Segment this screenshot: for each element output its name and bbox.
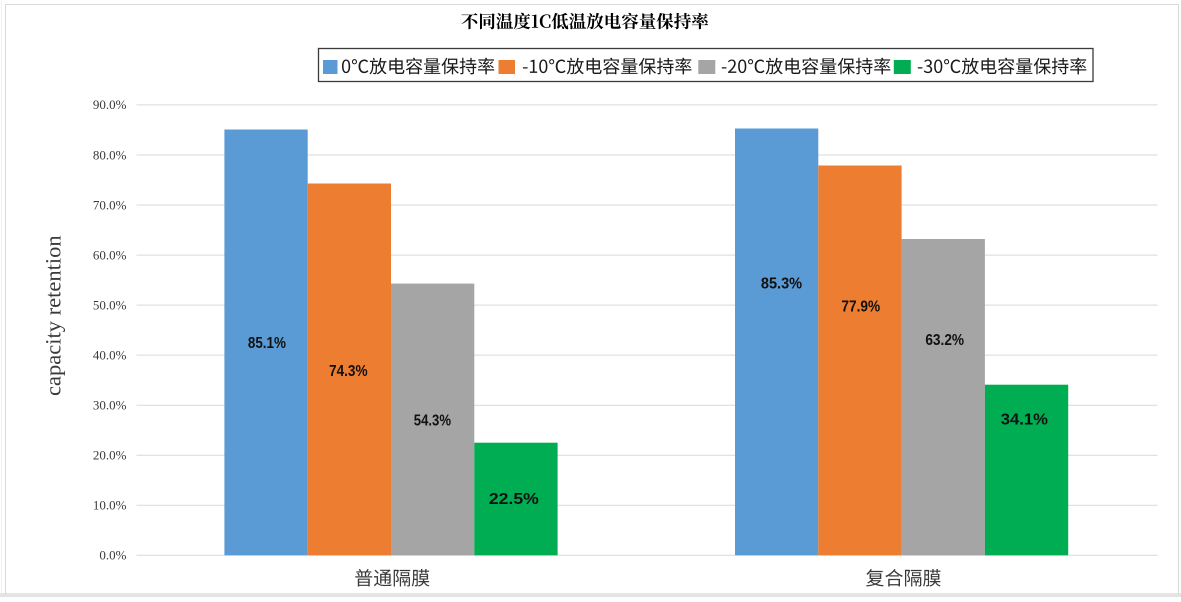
svg-text:54.3%: 54.3%: [414, 413, 451, 430]
svg-text:capacity retention: capacity retention: [41, 235, 66, 396]
svg-text:10.0%: 10.0%: [93, 498, 127, 513]
svg-text:34.1%: 34.1%: [1001, 411, 1049, 429]
svg-text:74.3%: 74.3%: [329, 363, 368, 380]
svg-text:70.0%: 70.0%: [93, 197, 127, 212]
svg-text:90.0%: 90.0%: [93, 97, 127, 112]
svg-text:80.0%: 80.0%: [93, 147, 127, 162]
svg-text:22.5%: 22.5%: [489, 490, 539, 508]
svg-text:20.0%: 20.0%: [93, 448, 127, 463]
svg-text:63.2%: 63.2%: [925, 332, 964, 349]
svg-text:30.0%: 30.0%: [93, 398, 127, 413]
svg-text:40.0%: 40.0%: [93, 347, 127, 362]
svg-text:60.0%: 60.0%: [93, 247, 127, 262]
svg-text:85.1%: 85.1%: [248, 335, 286, 352]
svg-text:50.0%: 50.0%: [93, 297, 127, 312]
svg-text:85.3%: 85.3%: [761, 275, 803, 293]
svg-text:0.0%: 0.0%: [99, 548, 126, 563]
svg-text:77.9%: 77.9%: [841, 299, 880, 316]
